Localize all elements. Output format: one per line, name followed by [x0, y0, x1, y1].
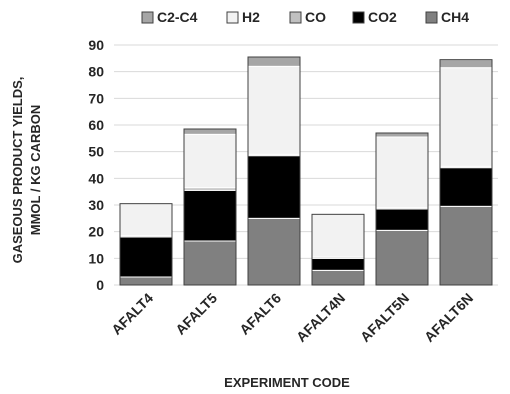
bar-segment-h2-afalt6 — [247, 65, 301, 155]
bar-segment-h2-afalt5 — [183, 133, 237, 189]
x-tick-label: AFALT5N — [357, 290, 412, 345]
bar-segment-co2-afalt6n — [439, 167, 493, 207]
legend-item-c2-c4: C2-C4 — [141, 9, 198, 25]
legend-item-ch4: CH4 — [425, 9, 469, 25]
x-tick-label: AFALT4 — [108, 290, 156, 338]
bar-segment-ch4-afalt4n — [311, 269, 365, 286]
bar-segment-ch4-afalt6 — [247, 217, 301, 286]
bar-segment-ch4-afalt6n — [439, 205, 493, 286]
bar-segment-co2-afalt5n — [375, 208, 429, 231]
bar-outline-afalt6 — [247, 56, 301, 286]
bars — [119, 56, 493, 286]
x-tick-label: AFALT5 — [172, 290, 220, 338]
bar-segment-h2-afalt6n — [439, 67, 493, 167]
x-tick-label: AFALT6N — [421, 290, 476, 345]
y-tick-label: 50 — [88, 144, 104, 160]
y-tick-label: 70 — [88, 90, 104, 106]
gridlines — [114, 44, 498, 286]
bar-segment-co2-afalt5 — [183, 189, 237, 242]
y-tick-label: 60 — [88, 117, 104, 133]
legend: C2-C4 H2 CO CO2 CH4 — [141, 9, 469, 25]
x-tick-label: AFALT4N — [293, 290, 348, 345]
legend-swatch — [352, 11, 365, 24]
bar-segment-h2-afalt5n — [375, 136, 429, 209]
bar-segment-co2-afalt4 — [119, 236, 173, 278]
bar-segment-c2-c4-afalt6n — [439, 59, 493, 69]
legend-label: C2-C4 — [157, 9, 198, 25]
y-tick-labels: 0 10 20 30 40 50 60 70 80 90 — [88, 37, 104, 293]
legend-swatch — [226, 11, 239, 24]
y-tick-label: 30 — [88, 197, 104, 213]
bar-outline-afalt6n — [439, 59, 493, 286]
bar-segment-c2-c4-afalt5 — [183, 128, 237, 135]
bar-segment-c2-c4-afalt6 — [247, 56, 301, 67]
bar-outline-afalt4n — [311, 213, 365, 286]
legend-swatch — [425, 11, 438, 24]
legend-label: CH4 — [441, 9, 469, 25]
y-tick-label: 80 — [88, 64, 104, 80]
legend-swatch — [141, 11, 154, 24]
bar-segment-ch4-afalt4 — [119, 276, 173, 286]
bar-outline-afalt5n — [375, 132, 429, 286]
bar-segment-h2-afalt4 — [119, 203, 173, 237]
x-axis-title: EXPERIMENT CODE — [224, 375, 350, 390]
legend-label: CO2 — [368, 9, 397, 25]
y-tick-label: 40 — [88, 170, 104, 186]
legend-label: H2 — [242, 9, 260, 25]
legend-item-co2: CO2 — [352, 9, 397, 25]
y-axis-title: GASEOUS PRODUCT YIELDS, MMOL / KG CARBON — [10, 77, 43, 264]
legend-item-co: CO — [289, 9, 326, 25]
x-tick-labels: AFALT4 AFALT5 AFALT6 AFALT4N AFALT5N AFALT6N — [108, 290, 476, 345]
bar-outline-afalt4 — [119, 203, 173, 286]
y-tick-label: 90 — [88, 37, 104, 53]
legend-item-h2: H2 — [226, 9, 260, 25]
bar-segment-ch4-afalt5 — [183, 240, 237, 286]
legend-label: CO — [305, 9, 326, 25]
bar-segment-co2-afalt6 — [247, 155, 301, 219]
y-tick-label: 0 — [96, 277, 104, 293]
bar-segment-c2-c4-afalt5n — [375, 132, 429, 138]
bar-segment-co2-afalt4n — [311, 257, 365, 271]
bar-segment-h2-afalt4n — [311, 213, 365, 258]
y-axis-title-line-1: GASEOUS PRODUCT YIELDS, — [10, 77, 25, 264]
y-axis-title-line-2: MMOL / KG CARBON — [28, 105, 43, 235]
legend-swatch — [289, 11, 302, 24]
bar-segment-ch4-afalt5n — [375, 229, 429, 286]
y-tick-label: 20 — [88, 224, 104, 240]
bar-outline-afalt5 — [183, 128, 237, 286]
y-tick-label: 10 — [88, 250, 104, 266]
x-tick-label: AFALT6 — [236, 290, 284, 338]
